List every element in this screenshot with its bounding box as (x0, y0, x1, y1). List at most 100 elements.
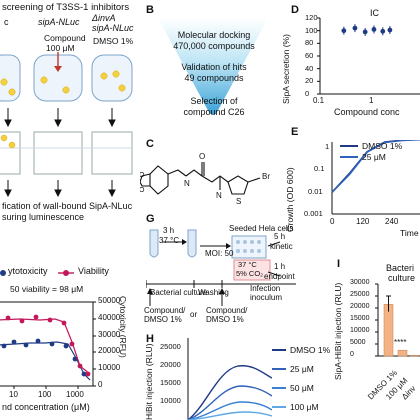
h-ylabel: HiBit injection (RLU) (144, 343, 154, 420)
thiophene-ring (227, 175, 249, 195)
f-ytick: 0 (98, 380, 103, 389)
d-ytick-label: 20 (305, 76, 314, 86)
panel-c-letter: C (146, 138, 154, 150)
panel-e-chart (331, 140, 420, 215)
panel-a-schematic (0, 52, 133, 198)
legend-cytotoxicity-marker (0, 270, 6, 276)
data-point (49, 341, 55, 347)
bacterium-icon (0, 134, 8, 142)
compound-conc: 100 μM (46, 43, 75, 53)
d-xtick: 0.1 (313, 96, 325, 105)
panel-f-chart (0, 270, 96, 389)
panel-g-letter: G (146, 213, 155, 225)
data-point (23, 342, 29, 348)
e-series-line (331, 140, 420, 193)
e-ytick: 0.01 (308, 187, 323, 196)
f-ytick: 10000 (98, 363, 121, 372)
d-ylabel: SipA secretion (%) (281, 34, 291, 104)
bacterium-icon (8, 88, 16, 96)
tube-icon (149, 229, 159, 258)
funnel-step2-line1: Validation of hits (181, 62, 247, 72)
svg-text:N: N (216, 191, 222, 200)
panel-a-caption-1: fication of wall-bound SipA-NLuc (2, 201, 133, 211)
svg-text:O: O (140, 172, 145, 179)
chain-3 (201, 175, 229, 183)
data-point (380, 28, 386, 34)
protocol-diagram (146, 229, 296, 306)
bromine-label: Br (262, 172, 270, 181)
funnel-step2-line2: 49 compounds (184, 73, 244, 83)
f-ytick: 20000 (98, 346, 121, 355)
g-incubator-co2: 5% CO₂ (236, 269, 264, 278)
h-legend-25: 25 μM (290, 364, 314, 374)
f-ytick: 30000 (98, 330, 121, 339)
panel-e-letter: E (291, 126, 299, 138)
data-point (72, 356, 78, 362)
panel-f-x-ticks (13, 386, 79, 389)
data-point (35, 338, 41, 344)
g-moi: MOI: 50 (205, 249, 234, 258)
viability-curve (0, 318, 91, 375)
e-xtick: 240 (385, 217, 399, 226)
i-significance: **** (394, 338, 407, 347)
d-ytick-label: 100 (305, 25, 318, 35)
plate-left (0, 131, 21, 175)
bacterium-icon (62, 86, 70, 94)
svg-text:O: O (140, 187, 145, 194)
h-curve-50um (187, 401, 272, 420)
chain-2 (185, 169, 203, 177)
e-legend-dmso: DMSO 1% (362, 141, 403, 151)
f-xtick: 1000 (66, 390, 84, 399)
data-point (81, 371, 87, 377)
bromo-bond (247, 177, 261, 183)
g-stage3-1: Infection (250, 284, 281, 293)
f-ytick: 40000 (98, 313, 121, 322)
g-seeded: Seeded Hela cells (229, 224, 294, 233)
i-ytick-label: 15000 (350, 315, 370, 322)
funnel-graphic (158, 18, 268, 114)
bacterium-icon (100, 72, 108, 80)
g-endpoint-time: 1 h (274, 262, 286, 271)
data-point (61, 320, 67, 326)
data-point (341, 28, 347, 34)
h-legend-100: 100 μM (290, 402, 319, 412)
legend-cytotoxicity: ytotoxicity (8, 266, 48, 276)
bacterium-icon (0, 78, 8, 86)
h-legend-50: 50 μM (290, 383, 314, 393)
well-plate-icon (231, 235, 267, 259)
f-xtick: 10 (9, 390, 18, 399)
well-left (0, 54, 21, 102)
funnel-step3-line2: compound C26 (183, 107, 245, 117)
i-title-top: Bacteri (386, 263, 415, 273)
panel-d-header: IC (370, 8, 379, 18)
svg-text:S: S (236, 197, 241, 206)
g-incubator-temp: 37 °C (238, 260, 257, 269)
data-point (47, 317, 53, 323)
e-ytick: 1 (325, 142, 330, 151)
panel-d-chart (317, 17, 420, 95)
f-xlabel: nd concentration (μM) (2, 402, 90, 412)
g-stage2: Washing (198, 288, 229, 297)
g-stage1: Bacterial culture (150, 288, 208, 297)
dmso-label: DMSO 1% (93, 36, 134, 46)
funnel-step1-line1: Molecular docking (177, 30, 251, 40)
legend-viability: Viability (78, 266, 109, 276)
data-point (19, 318, 25, 324)
incubator-box (233, 259, 271, 281)
chain-1 (167, 169, 187, 177)
h-ytick: 10000 (160, 396, 181, 405)
i-ytick-label: 10000 (350, 327, 370, 334)
e-xtick: 0 (330, 217, 335, 226)
bacterium-icon (112, 70, 120, 78)
compound-label: Compound (44, 33, 86, 43)
data-point (69, 341, 75, 347)
panel-a-col-right-bot: sipA-NLuc (92, 23, 134, 33)
bacterium-icon (8, 141, 16, 149)
h-curve-100um (187, 411, 272, 420)
d-ytick-label: 0 (305, 89, 310, 98)
e-ytick: 0.001 (304, 209, 323, 218)
funnel-step1-line2: 470,000 compounds (173, 41, 255, 51)
g-dmso-left: DMSO 1% (144, 315, 182, 324)
bacteria-group (0, 70, 126, 96)
arrows-row1 (4, 108, 116, 128)
